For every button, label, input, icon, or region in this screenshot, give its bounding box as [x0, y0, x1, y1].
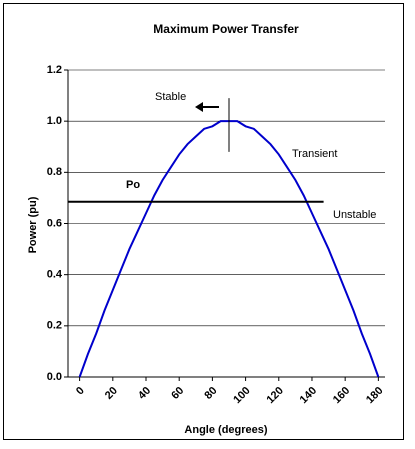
- y-axis-label: Power (pu): [27, 196, 39, 253]
- y-tick-label: 1.2: [47, 64, 62, 76]
- y-tick-label: 0.4: [47, 269, 63, 281]
- y-tick-label: 0.2: [47, 320, 62, 332]
- arrow-head: [195, 102, 203, 112]
- y-tick-label: 0.8: [47, 166, 62, 178]
- annotation: Transient: [292, 148, 337, 160]
- annotation: Unstable: [333, 209, 376, 221]
- y-tick-label: 0.0: [47, 371, 62, 383]
- y-tick-label: 0.6: [47, 217, 62, 229]
- po-label: Po: [126, 179, 140, 191]
- chart-frame: [3, 3, 404, 440]
- y-tick-label: 1.0: [47, 115, 62, 127]
- annotation: Stable: [155, 91, 186, 103]
- x-axis-label: Angle (degrees): [184, 424, 267, 436]
- chart-title: Maximum Power Transfer: [153, 22, 299, 36]
